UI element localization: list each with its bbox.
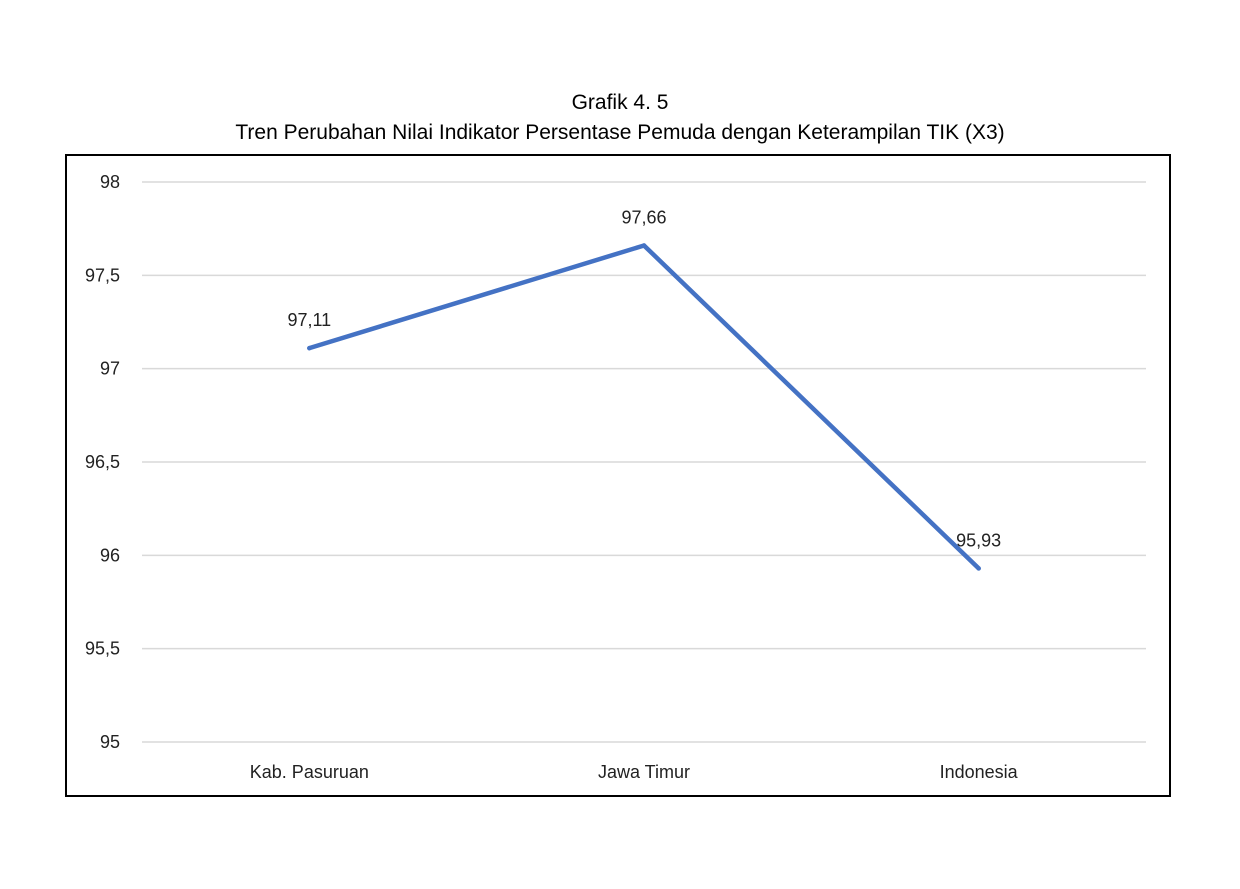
data-point (641, 243, 647, 248)
data-point (307, 345, 312, 351)
series-line (307, 243, 981, 571)
y-tick-label: 95 (100, 732, 120, 752)
y-tick-label: 97 (100, 359, 120, 379)
data-point (976, 566, 981, 571)
chart-frame (65, 154, 1171, 797)
data-label: 97,11 (287, 310, 331, 330)
y-tick-label: 96,5 (85, 452, 120, 472)
data-label: 95,93 (956, 530, 1001, 550)
chart-title: Grafik 4. 5 (571, 91, 669, 114)
y-tick-label: 97,5 (85, 265, 120, 285)
chart-title-block: Grafik 4. 5 Tren Perubahan Nilai Indikat… (0, 88, 1240, 148)
x-tick-label: Indonesia (940, 762, 1019, 782)
y-tick-label: 98 (100, 172, 120, 192)
data-label: 97,66 (621, 207, 666, 227)
chart-subtitle: Tren Perubahan Nilai Indikator Persentas… (235, 121, 1005, 144)
y-tick-label: 95,5 (85, 639, 120, 659)
x-tick-label: Kab. Pasuruan (250, 762, 369, 782)
x-tick-label: Jawa Timur (598, 762, 690, 782)
y-tick-label: 96 (100, 545, 120, 565)
